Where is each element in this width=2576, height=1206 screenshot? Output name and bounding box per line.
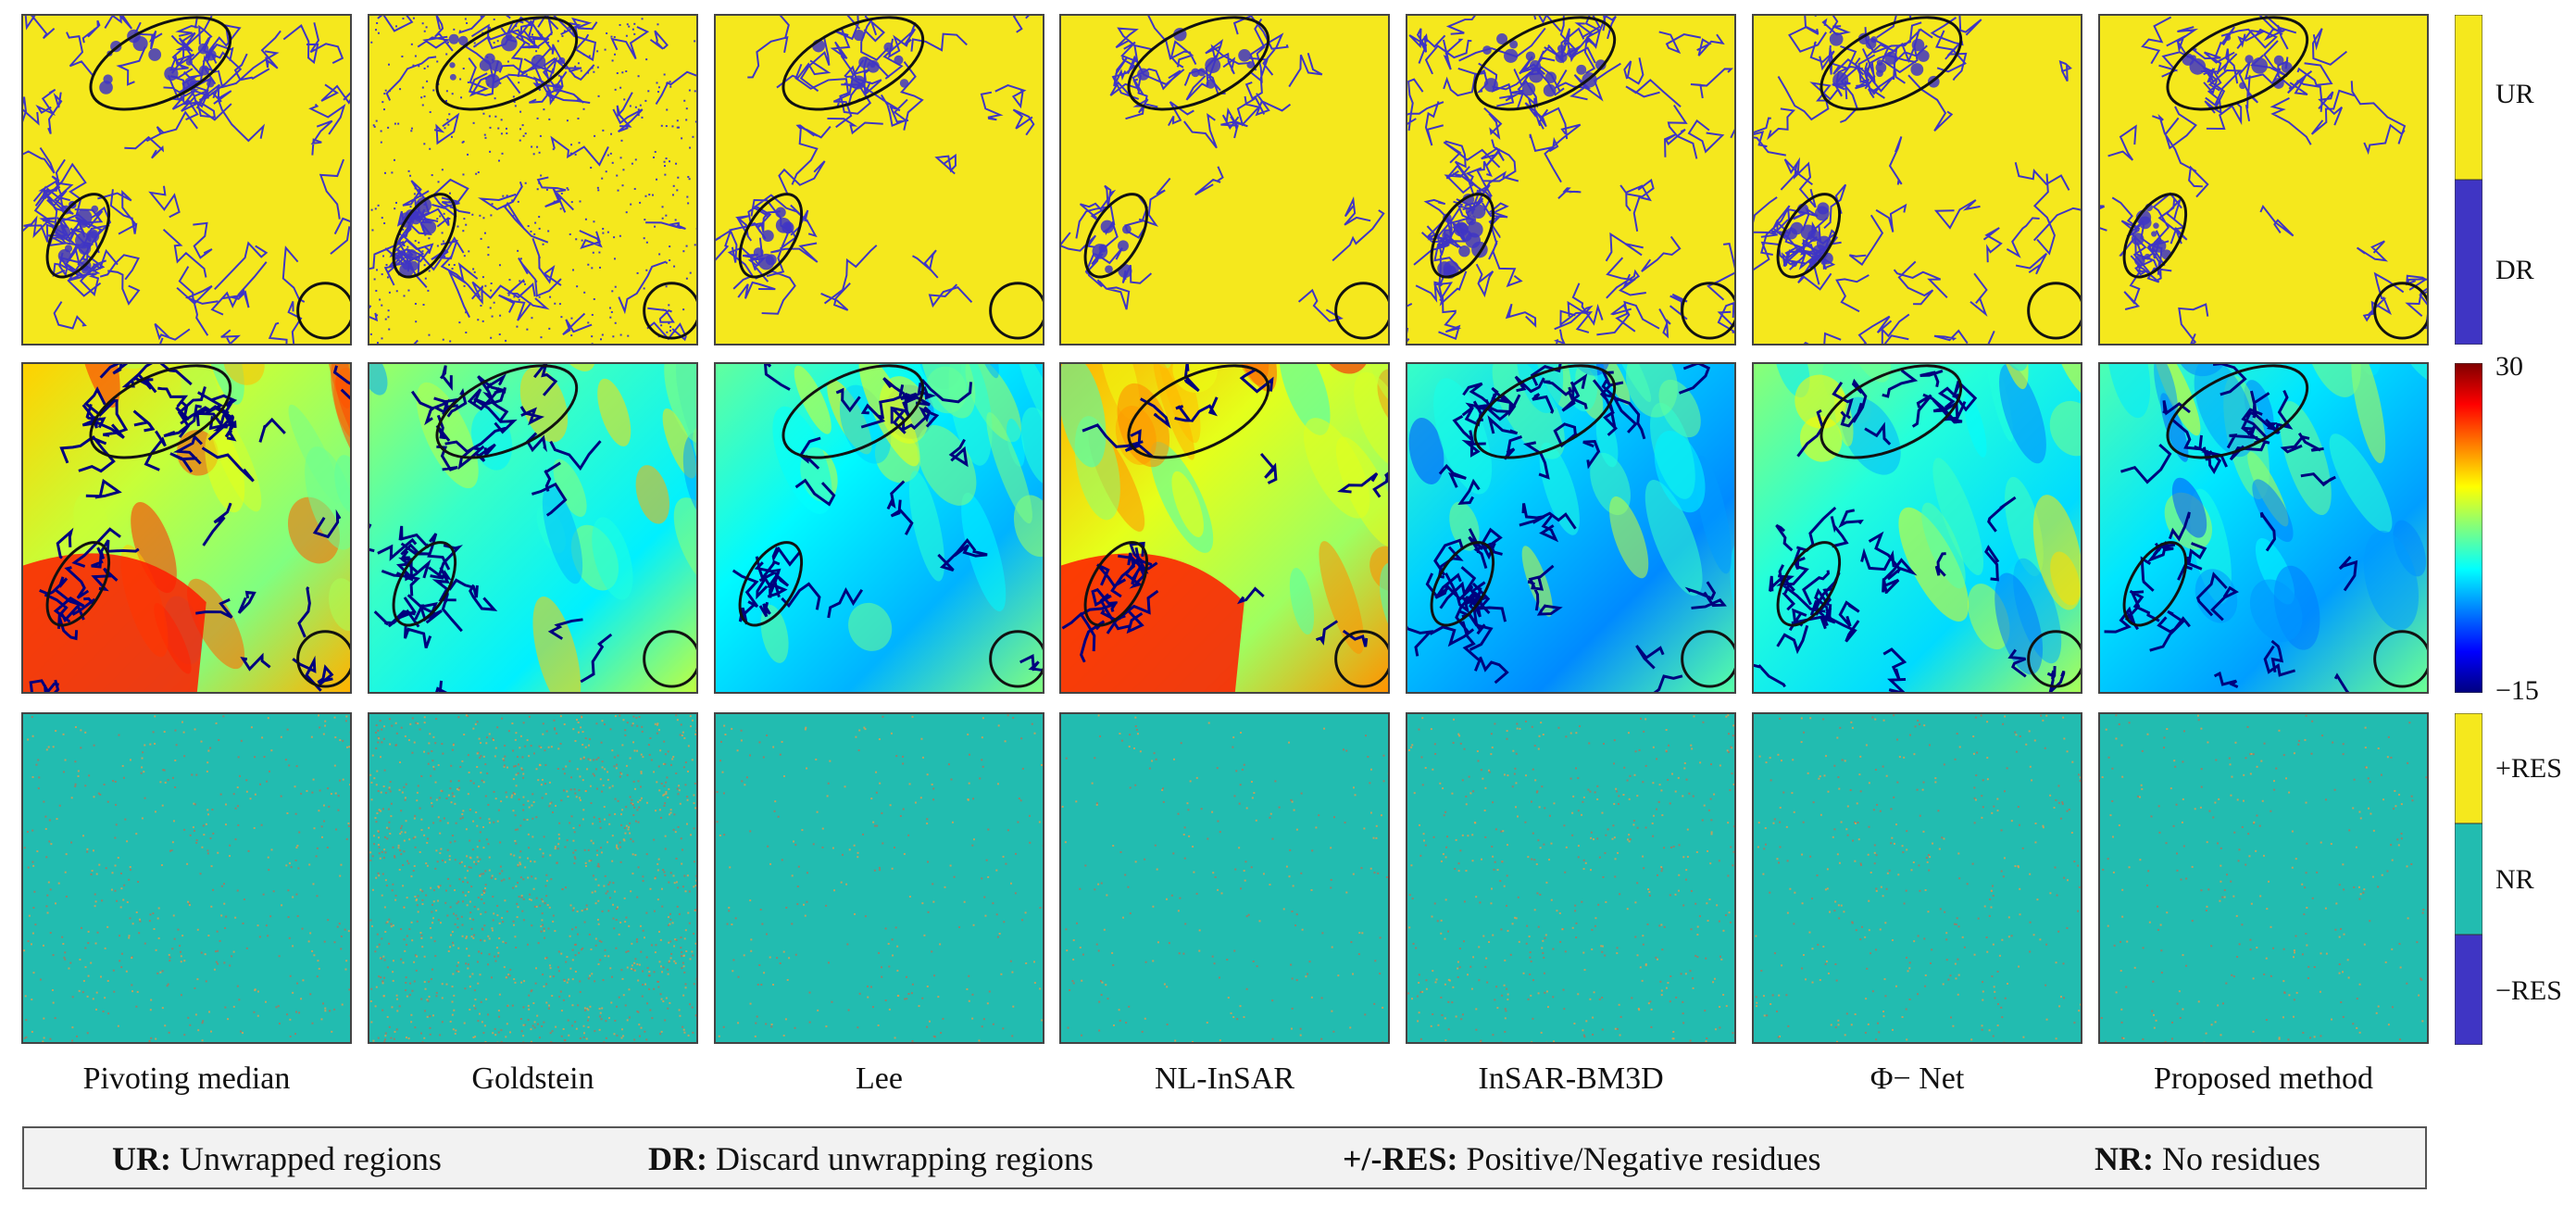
annotation-ellipse-3 xyxy=(1334,630,1388,688)
annotation-ellipse-3 xyxy=(1681,282,1734,340)
panel-unwrapped-phase-phi-net xyxy=(1752,362,2082,694)
panel-residue-map-proposed-method xyxy=(2098,712,2429,1044)
annotation-ellipse-2 xyxy=(738,193,804,279)
panel-dr-map-lee xyxy=(714,14,1044,345)
legend-item-ur: UR: Unwrapped regions xyxy=(112,1140,442,1177)
annotation-ellipse-3 xyxy=(2373,282,2427,340)
annotation-ellipse-1 xyxy=(1819,16,1963,111)
legend-box: UR: Unwrapped regions DR: Discard unwrap… xyxy=(22,1126,2427,1189)
annotation-ellipse-2 xyxy=(45,193,111,279)
method-label-phi-net: Φ− Net xyxy=(1869,1062,1965,1096)
panel-residue-map-nl-insar xyxy=(1059,712,1390,1044)
legend-item-nr: NR: No residues xyxy=(2095,1140,2320,1177)
colorbar-bottom-middle-label: NR xyxy=(2495,864,2534,895)
panel-unwrapped-phase-proposed-method xyxy=(2098,362,2429,694)
panel-dr-map-insar-bm3d xyxy=(1406,14,1736,345)
annotation-ellipse-2 xyxy=(2122,541,2188,627)
annotation-ellipse-2 xyxy=(45,541,111,627)
annotation-ellipse-3 xyxy=(989,282,1043,340)
colorbar-bottom xyxy=(2455,713,2482,1045)
annotation-ellipse-1 xyxy=(1473,16,1617,111)
annotation-ellipse-3 xyxy=(1681,630,1734,688)
annotation-ellipse-2 xyxy=(1083,541,1149,627)
annotation-ellipse-2 xyxy=(1083,193,1149,279)
panel-dr-map-phi-net xyxy=(1752,14,2082,345)
panel-residue-map-lee xyxy=(714,712,1044,1044)
colorbar-middle xyxy=(2455,363,2482,693)
panel-residue-map-pivoting-median xyxy=(21,712,352,1044)
panel-residue-map-goldstein xyxy=(368,712,698,1044)
annotation-ellipse-1 xyxy=(89,16,232,111)
annotation-ellipse-2 xyxy=(1776,541,1842,627)
annotation-ellipse-3 xyxy=(2027,630,2081,688)
annotation-ellipse-3 xyxy=(643,282,696,340)
annotation-ellipse-1 xyxy=(435,364,579,459)
colorbar-bottom-upper-label: +RES xyxy=(2495,753,2562,784)
method-label-nl-insar: NL-InSAR xyxy=(1154,1062,1295,1096)
legend-item-dr: DR: Discard unwrapping regions xyxy=(648,1140,1094,1177)
annotation-ellipse-3 xyxy=(2373,630,2427,688)
method-label-goldstein: Goldstein xyxy=(471,1062,594,1096)
annotation-ellipse-3 xyxy=(1334,282,1388,340)
annotation-ellipse-2 xyxy=(392,541,457,627)
annotation-ellipse-1 xyxy=(89,364,232,459)
annotation-ellipse-3 xyxy=(643,630,696,688)
annotation-ellipse-2 xyxy=(392,193,457,279)
legend-item-res: +/-RES: Positive/Negative residues xyxy=(1343,1140,1821,1177)
annotation-ellipse-2 xyxy=(1430,193,1495,279)
annotation-ellipse-1 xyxy=(782,16,925,111)
panel-unwrapped-phase-nl-insar xyxy=(1059,362,1390,694)
panel-unwrapped-phase-insar-bm3d xyxy=(1406,362,1736,694)
panel-residue-map-phi-net xyxy=(1752,712,2082,1044)
annotation-ellipse-2 xyxy=(1776,193,1842,279)
annotation-ellipse-1 xyxy=(435,16,579,111)
colorbar-top-upper-label: UR xyxy=(2495,79,2534,109)
panel-dr-map-proposed-method xyxy=(2098,14,2429,345)
panel-dr-map-pivoting-median xyxy=(21,14,352,345)
colorbar-bottom-lower-label: −RES xyxy=(2495,975,2562,1006)
annotation-ellipse-3 xyxy=(989,630,1043,688)
colorbar-middle-max-label: 30 xyxy=(2495,351,2523,382)
colorbar-top xyxy=(2455,15,2482,345)
panel-dr-map-goldstein xyxy=(368,14,698,345)
colorbar-top-lower-label: DR xyxy=(2495,255,2534,285)
annotation-ellipse-3 xyxy=(296,282,350,340)
annotation-ellipse-2 xyxy=(1430,541,1495,627)
annotation-ellipse-1 xyxy=(1473,364,1617,459)
annotation-ellipse-3 xyxy=(296,630,350,688)
method-label-insar-bm3d: InSAR-BM3D xyxy=(1478,1062,1664,1096)
colorbar-middle-min-label: −15 xyxy=(2495,675,2539,706)
panel-unwrapped-phase-lee xyxy=(714,362,1044,694)
panel-unwrapped-phase-pivoting-median xyxy=(21,362,352,694)
method-label-proposed-method: Proposed method xyxy=(2153,1062,2374,1096)
annotation-ellipse-1 xyxy=(1127,364,1270,459)
annotation-ellipse-1 xyxy=(1127,16,1270,111)
panel-unwrapped-phase-goldstein xyxy=(368,362,698,694)
annotation-ellipse-1 xyxy=(782,364,925,459)
annotation-ellipse-1 xyxy=(2166,364,2309,459)
annotation-ellipse-1 xyxy=(1819,364,1963,459)
method-label-pivoting-median: Pivoting median xyxy=(82,1062,291,1096)
method-label-lee: Lee xyxy=(856,1062,903,1096)
panel-residue-map-insar-bm3d xyxy=(1406,712,1736,1044)
annotation-ellipse-2 xyxy=(738,541,804,627)
annotation-ellipse-3 xyxy=(2027,282,2081,340)
annotation-ellipse-1 xyxy=(2166,16,2309,111)
panel-dr-map-nl-insar xyxy=(1059,14,1390,345)
annotation-ellipse-2 xyxy=(2122,193,2188,279)
